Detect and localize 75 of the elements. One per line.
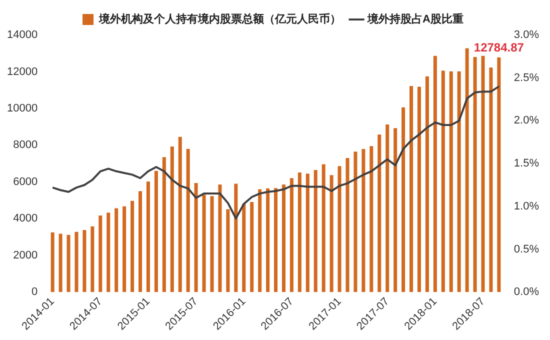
y2-tick-label: 1.0% (514, 200, 540, 212)
legend-label: 境外机构及个人持有境内股票总额（亿元人民币） (98, 12, 342, 26)
bar (66, 234, 70, 292)
bar (226, 209, 230, 292)
bar (218, 184, 222, 292)
bar (386, 124, 390, 292)
y2-tick-label: 0.0% (514, 286, 540, 298)
bar (425, 76, 429, 292)
bar (250, 202, 254, 292)
bar (210, 196, 214, 292)
bar (194, 183, 198, 292)
bar (481, 56, 485, 292)
bar (186, 148, 190, 292)
y2-tick-label: 2.5% (514, 72, 540, 84)
bar (362, 149, 366, 292)
y-tick-label: 6000 (13, 176, 38, 188)
bar (473, 57, 477, 292)
bar (58, 234, 62, 292)
bar (98, 216, 102, 292)
bar (410, 86, 414, 292)
bar (234, 184, 238, 292)
y-tick-label: 2000 (13, 249, 38, 262)
bar (370, 146, 374, 292)
bar (306, 174, 310, 292)
bar (154, 170, 158, 292)
bar (170, 146, 174, 292)
legend-label: 境外持股占A股比重 (366, 12, 464, 26)
data-label: 12784.87 (474, 40, 524, 55)
bar (433, 56, 437, 292)
bar (266, 188, 270, 292)
bar (178, 136, 182, 292)
bar (465, 48, 469, 292)
y2-tick-label: 3.0% (514, 29, 540, 42)
bar (130, 200, 134, 292)
bar (74, 232, 78, 292)
bar (274, 188, 278, 292)
bar (82, 230, 86, 292)
bar (449, 71, 453, 292)
bar (457, 71, 461, 292)
bar (122, 206, 126, 292)
bar (138, 191, 142, 292)
y-tick-label: 8000 (13, 139, 38, 152)
bar (298, 172, 302, 292)
bar (330, 175, 334, 292)
bar (402, 107, 406, 292)
bar (354, 152, 358, 292)
bar (146, 182, 150, 292)
y-tick-label: 14000 (6, 29, 38, 42)
bar (314, 170, 318, 292)
bar (378, 134, 382, 292)
bar (489, 68, 493, 292)
y2-tick-label: 2.0% (514, 114, 540, 127)
bar (90, 226, 94, 292)
bar (497, 57, 501, 292)
bar (394, 128, 398, 292)
bar (338, 166, 342, 292)
y2-tick-label: 1.5% (514, 158, 540, 170)
bar (290, 178, 294, 292)
bar (242, 204, 246, 292)
y-tick-label: 0 (31, 286, 38, 298)
bar (441, 70, 445, 292)
y-tick-label: 4000 (13, 212, 38, 225)
bar (322, 164, 326, 292)
bar (106, 212, 110, 292)
bar (258, 189, 262, 292)
bar (282, 184, 286, 292)
y2-tick-label: 0.5% (514, 243, 540, 256)
bar (162, 157, 166, 292)
bar (114, 208, 118, 292)
bar (202, 194, 206, 292)
y-tick-label: 10000 (6, 102, 38, 114)
bar (346, 158, 350, 292)
bar (417, 86, 421, 292)
y-tick-label: 12000 (6, 66, 38, 78)
bar (50, 232, 54, 292)
